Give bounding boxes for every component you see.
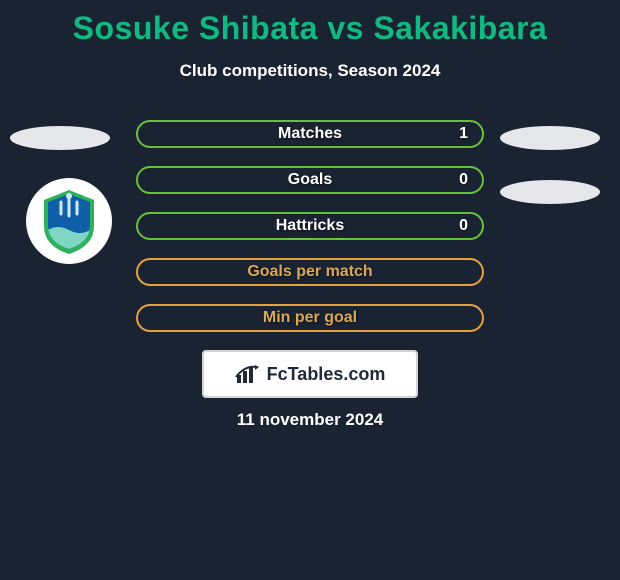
stat-label: Hattricks (276, 217, 344, 235)
stat-label: Goals (288, 171, 332, 189)
stat-row-goals-per-match: Goals per match (136, 258, 484, 286)
page-subtitle: Club competitions, Season 2024 (0, 61, 620, 81)
player-photo-placeholder-right-1 (500, 126, 600, 150)
stat-row-matches: Matches 1 (136, 120, 484, 148)
stat-value-right: 1 (459, 125, 468, 143)
page-title: Sosuke Shibata vs Sakakibara (0, 0, 620, 47)
stat-row-hattricks: Hattricks 0 (136, 212, 484, 240)
branding-text: FcTables.com (267, 364, 386, 385)
stat-value-right: 0 (459, 171, 468, 189)
stat-label: Matches (278, 125, 342, 143)
stats-table: Matches 1 Goals 0 Hattricks 0 Goals per … (136, 120, 484, 332)
stat-label: Goals per match (247, 263, 372, 281)
player-photo-placeholder-right-2 (500, 180, 600, 204)
stat-row-min-per-goal: Min per goal (136, 304, 484, 332)
stat-value-right: 0 (459, 217, 468, 235)
stat-row-goals: Goals 0 (136, 166, 484, 194)
stat-label: Min per goal (263, 309, 357, 327)
player-photo-placeholder-left (10, 126, 110, 150)
club-crest (26, 178, 112, 264)
club-crest-icon (34, 186, 104, 256)
branding-box: FcTables.com (202, 350, 418, 398)
bar-chart-icon (235, 363, 261, 385)
date-text: 11 november 2024 (0, 410, 620, 430)
